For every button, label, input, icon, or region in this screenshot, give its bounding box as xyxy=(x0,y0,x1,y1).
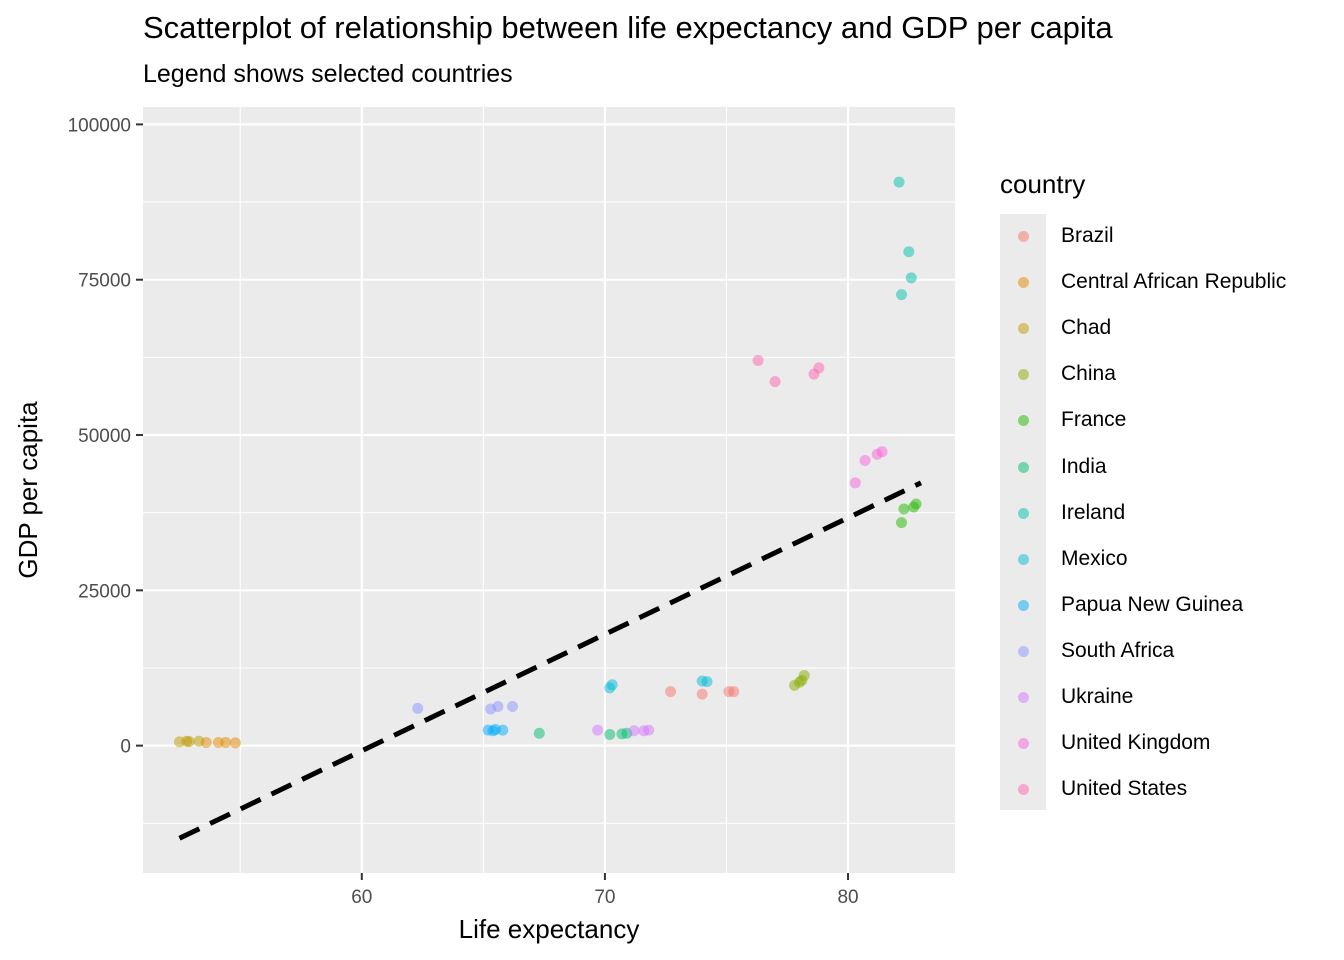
chart-subtitle: Legend shows selected countries xyxy=(143,60,513,88)
legend-key xyxy=(1000,214,1046,260)
chart-title: Scatterplot of relationship between life… xyxy=(143,10,1113,45)
legend-label: Ireland xyxy=(1061,500,1126,524)
y-axis-title: GDP per capita xyxy=(13,401,43,579)
data-point xyxy=(606,679,618,691)
data-point xyxy=(849,477,861,489)
legend-label: Brazil xyxy=(1061,224,1114,247)
legend-key xyxy=(1000,629,1046,675)
data-point xyxy=(628,725,640,737)
major-gridlines xyxy=(143,107,955,873)
legend-key xyxy=(1000,352,1046,398)
legend-label: South Africa xyxy=(1061,638,1175,662)
legend-label: Chad xyxy=(1061,316,1112,340)
data-point xyxy=(905,272,917,284)
legend-key xyxy=(1000,675,1046,721)
legend-key xyxy=(1000,767,1046,813)
legend-title: country xyxy=(1000,169,1086,199)
data-point xyxy=(643,724,655,736)
y-tick-label: 0 xyxy=(120,737,131,758)
trend-line xyxy=(178,480,923,841)
legend-key xyxy=(1000,445,1046,491)
trend-line-group xyxy=(178,480,923,841)
data-point xyxy=(533,727,545,739)
data-point xyxy=(876,446,888,458)
legend-swatch xyxy=(1018,692,1029,703)
data-point xyxy=(229,737,241,749)
data-point xyxy=(696,688,708,700)
y-tick-label: 25000 xyxy=(78,581,131,602)
legend-swatch xyxy=(1018,461,1029,473)
legend-label: India xyxy=(1061,454,1107,478)
data-point xyxy=(896,289,908,301)
legend-swatch xyxy=(1018,323,1029,335)
data-point xyxy=(412,702,424,714)
data-point xyxy=(497,724,509,736)
legend-swatch xyxy=(1018,599,1029,611)
y-axis: 0 25000 50000 75000 100000 xyxy=(68,115,143,758)
data-point xyxy=(898,503,910,515)
legend-label: Papua New Guinea xyxy=(1061,592,1244,616)
data-point xyxy=(769,376,781,388)
legend-swatch xyxy=(1018,277,1029,289)
legend-label: Central African Republic xyxy=(1061,270,1287,294)
data-point xyxy=(604,728,616,740)
legend-swatch xyxy=(1018,645,1029,657)
data-point xyxy=(701,676,713,688)
data-point xyxy=(798,669,810,681)
legend-key xyxy=(1000,583,1046,629)
legend-key xyxy=(1000,721,1046,767)
x-axis-title: Life expectancy xyxy=(459,914,640,944)
legend-swatch xyxy=(1018,507,1029,519)
data-point xyxy=(183,736,195,748)
data-point xyxy=(665,686,677,698)
data-point xyxy=(220,737,232,749)
legend-swatch xyxy=(1018,415,1029,427)
legend-label: Mexico xyxy=(1061,546,1128,570)
data-point xyxy=(859,454,871,466)
data-point xyxy=(896,517,908,529)
legend-key xyxy=(1000,491,1046,537)
data-point xyxy=(893,176,905,188)
legend-key xyxy=(1000,537,1046,583)
data-point xyxy=(728,686,740,698)
plot-panel xyxy=(143,107,955,873)
x-tick-label: 80 xyxy=(837,887,858,908)
data-point xyxy=(507,701,519,713)
y-tick-label: 50000 xyxy=(78,426,131,447)
data-points xyxy=(173,176,922,749)
x-tick-label: 70 xyxy=(594,887,615,908)
data-point xyxy=(752,354,764,366)
legend-label: France xyxy=(1061,408,1127,432)
data-point xyxy=(910,498,922,510)
legend-label: Ukraine xyxy=(1061,685,1134,708)
legend-swatch xyxy=(1018,553,1029,565)
legend-label: China xyxy=(1061,362,1116,386)
data-point xyxy=(193,735,205,747)
x-tick-label: 60 xyxy=(351,887,372,908)
data-point xyxy=(903,246,915,258)
legend-swatch xyxy=(1018,784,1029,796)
data-point xyxy=(492,701,504,713)
legend-key xyxy=(1000,398,1046,444)
legend-key xyxy=(1000,306,1046,352)
minor-gridlines xyxy=(143,107,955,873)
data-point xyxy=(592,724,604,736)
legend-swatch xyxy=(1018,369,1029,381)
legend-swatch xyxy=(1018,231,1029,242)
legend-label: United States xyxy=(1061,777,1188,801)
legend-swatch xyxy=(1018,738,1029,750)
y-tick-label: 100000 xyxy=(68,115,131,136)
x-axis: 60 70 80 xyxy=(351,873,859,908)
y-tick-label: 75000 xyxy=(78,271,131,292)
legend-key xyxy=(1000,260,1046,306)
data-point xyxy=(813,362,825,374)
legend-label: United Kingdom xyxy=(1061,731,1211,755)
